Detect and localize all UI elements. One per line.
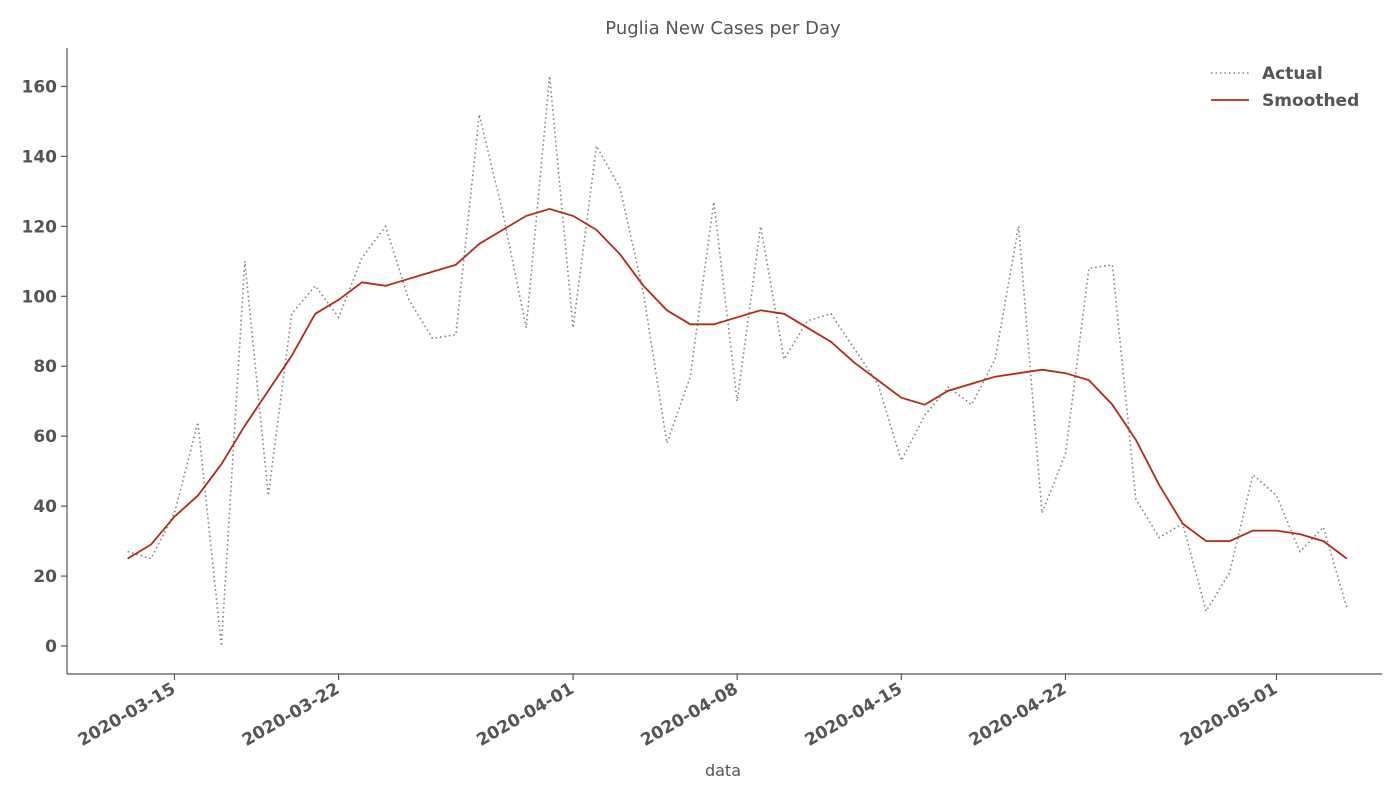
x-tick-label: 2020-04-15 xyxy=(802,679,906,751)
x-tick-label: 2020-03-15 xyxy=(75,679,179,751)
y-tick-label: 40 xyxy=(33,497,57,517)
x-tick-label: 2020-05-01 xyxy=(1177,679,1281,751)
x-tick-label: 2020-04-08 xyxy=(638,679,742,751)
plot-area xyxy=(127,75,1348,647)
y-axis-ticks: 0 20 40 60 80 100 120 140 160 xyxy=(22,77,67,657)
y-tick-label: 100 xyxy=(22,287,58,307)
y-tick-label: 140 xyxy=(22,147,58,167)
y-tick-label: 20 xyxy=(33,567,57,587)
y-tick-label: 60 xyxy=(33,427,57,447)
series-line-smoothed xyxy=(127,207,1348,560)
x-tick-label: 2020-04-01 xyxy=(473,679,577,751)
y-tick-label: 120 xyxy=(22,217,58,237)
x-axis-label: data xyxy=(705,761,741,780)
y-tick-label: 0 xyxy=(45,637,57,657)
x-axis-ticks: 2020-03-15 2020-03-22 2020-04-01 2020-04-08… xyxy=(75,674,1281,751)
x-tick-label: 2020-04-22 xyxy=(966,679,1070,751)
legend-label-actual: Actual xyxy=(1262,64,1323,84)
x-tick-label: 2020-03-22 xyxy=(239,679,343,751)
series-line-actual xyxy=(127,75,1348,647)
chart-title: Puglia New Cases per Day xyxy=(605,18,841,39)
legend: Actual Smoothed xyxy=(1211,64,1359,111)
y-tick-label: 160 xyxy=(22,77,58,97)
legend-label-smoothed: Smoothed xyxy=(1262,91,1359,111)
y-tick-label: 80 xyxy=(33,357,57,377)
